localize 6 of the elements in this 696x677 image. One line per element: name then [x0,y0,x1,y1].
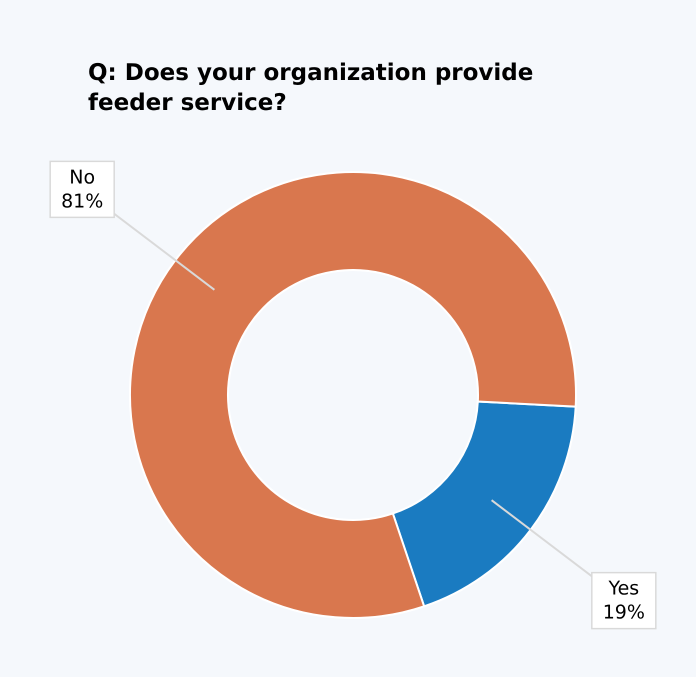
donut-slice [129,171,577,619]
data-label: 19% [602,602,645,624]
chart-title: Q: Does your organization provide feeder service? [88,60,534,116]
slice-label: Yes [607,578,640,600]
data-label: 81% [61,190,104,212]
slice-label: No [69,166,96,188]
